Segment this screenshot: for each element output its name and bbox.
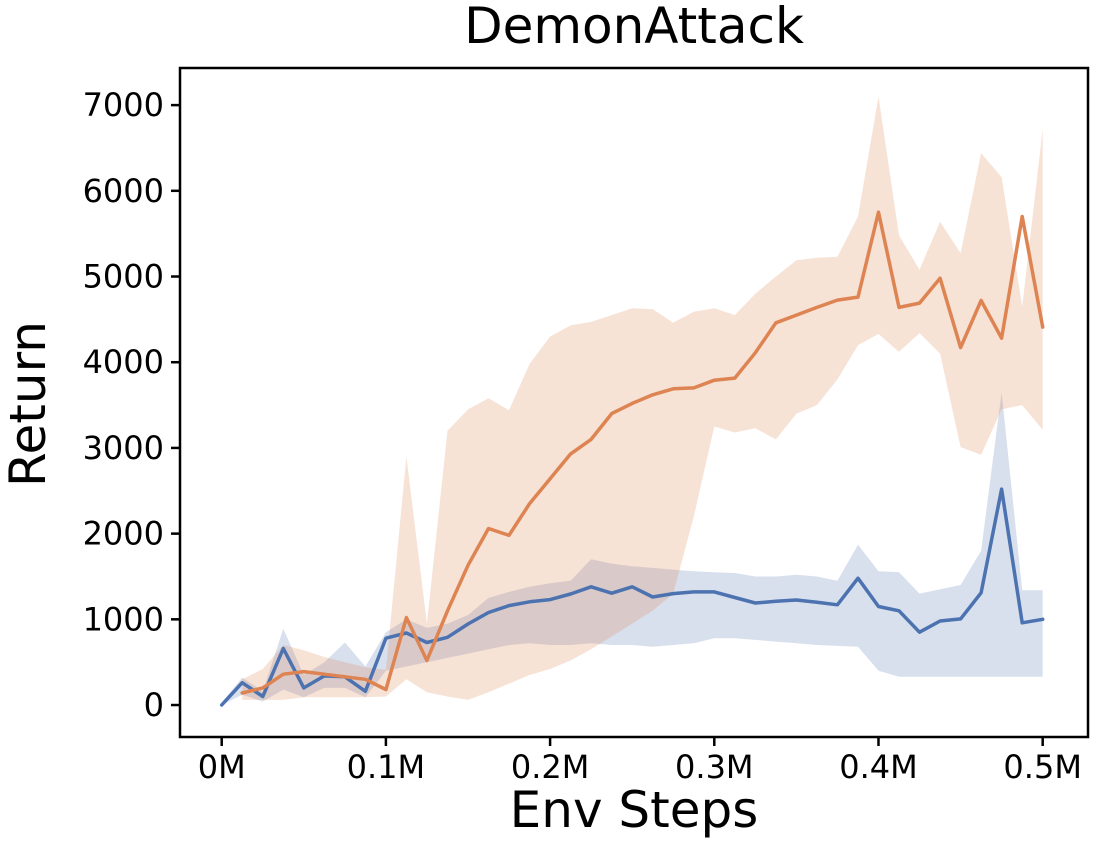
y-tick-label: 5000 [83,258,164,296]
x-tick-label: 0M [198,748,246,786]
x-tick-label: 0.4M [839,748,918,786]
x-tick-label: 0.1M [347,748,426,786]
y-tick-label: 3000 [83,429,164,467]
y-tick-label: 7000 [83,86,164,124]
y-tick-label: 1000 [83,600,164,638]
x-tick-label: 0.5M [1003,748,1082,786]
page-title: DemonAttack [464,0,804,55]
axes-spines [178,66,1090,739]
plot-area [219,96,1045,707]
x-axis-label: Env Steps [509,781,759,839]
y-tick-label: 0 [144,686,164,724]
confidence-band-blue [221,392,1043,705]
y-tick-label: 6000 [83,172,164,210]
y-tick-label: 2000 [83,515,164,553]
x-tick-label: 0.3M [675,748,754,786]
x-tick-label: 0.2M [511,748,590,786]
y-tick-label: 4000 [83,343,164,381]
series-line-blue [219,487,1045,707]
y-axis-label: Return [0,321,57,487]
series-line-orange [240,210,1045,695]
